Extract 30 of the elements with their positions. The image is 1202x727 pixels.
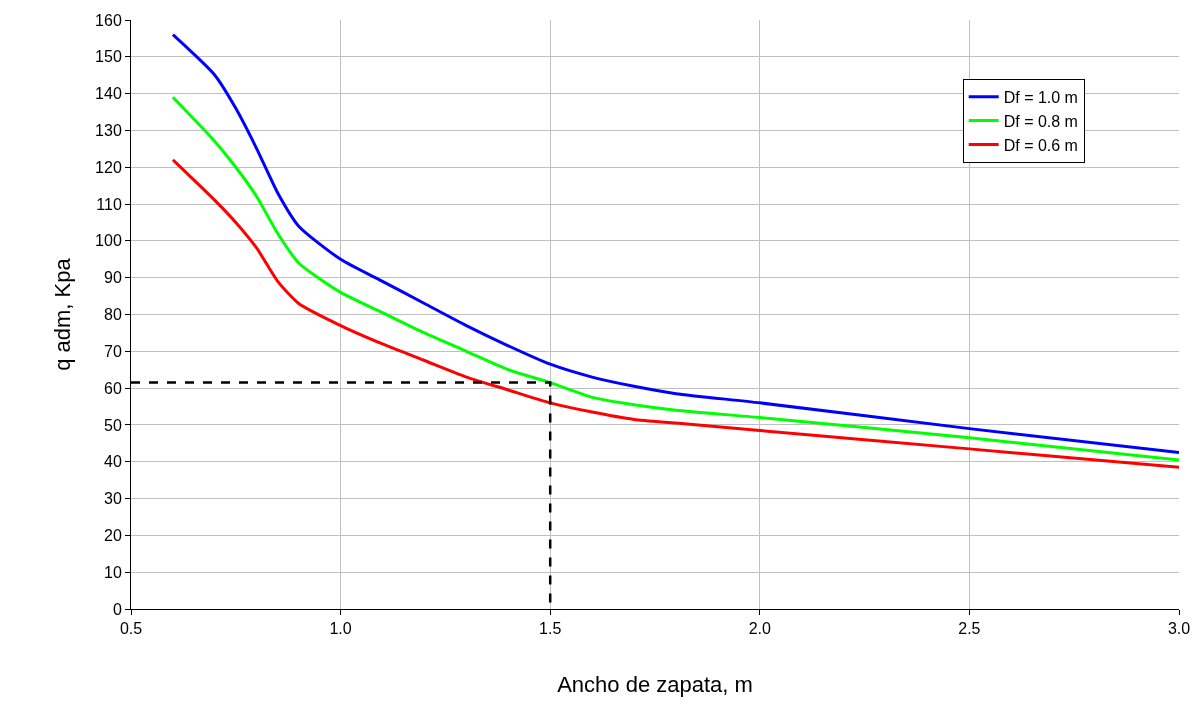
y-tick-label: 100 (95, 232, 122, 250)
y-tick-label: 40 (104, 453, 122, 471)
legend-label: Df = 1.0 m (1003, 89, 1078, 107)
legend-label: Df = 0.6 m (1003, 136, 1078, 154)
x-axis-title: Ancho de zapata, m (557, 672, 753, 698)
y-tick-label: 10 (104, 563, 122, 581)
y-tick-label: 0 (112, 600, 122, 618)
y-tick-label: 150 (95, 48, 122, 66)
y-tick-label: 20 (104, 526, 122, 544)
line-series (171, 33, 1179, 455)
y-tick-label: 30 (104, 490, 122, 508)
y-axis-title: q adm, Kpa (49, 257, 75, 371)
y-tick-label: 50 (104, 416, 122, 434)
y-tick-label: 110 (96, 195, 122, 213)
x-tick-label: 1.5 (539, 620, 562, 638)
x-tick-label: 0.5 (119, 620, 143, 638)
y-tick-label: 60 (104, 379, 122, 397)
y-tick-label: 70 (104, 342, 122, 360)
y-tick-label: 160 (95, 11, 122, 29)
x-tick-label: 3.0 (1167, 620, 1191, 638)
x-tick-label: 1.0 (329, 620, 352, 638)
legend-label: Df = 0.8 m (1003, 112, 1078, 130)
y-tick-label: 90 (104, 269, 122, 287)
y-tick-label: 140 (95, 85, 122, 103)
x-tick-label: 2.5 (958, 620, 981, 638)
x-tick-label: 2.0 (748, 620, 772, 638)
y-tick-label: 130 (95, 122, 122, 140)
line-series (171, 158, 1179, 469)
y-tick-label: 120 (95, 158, 122, 176)
y-tick-label: 80 (104, 306, 122, 324)
